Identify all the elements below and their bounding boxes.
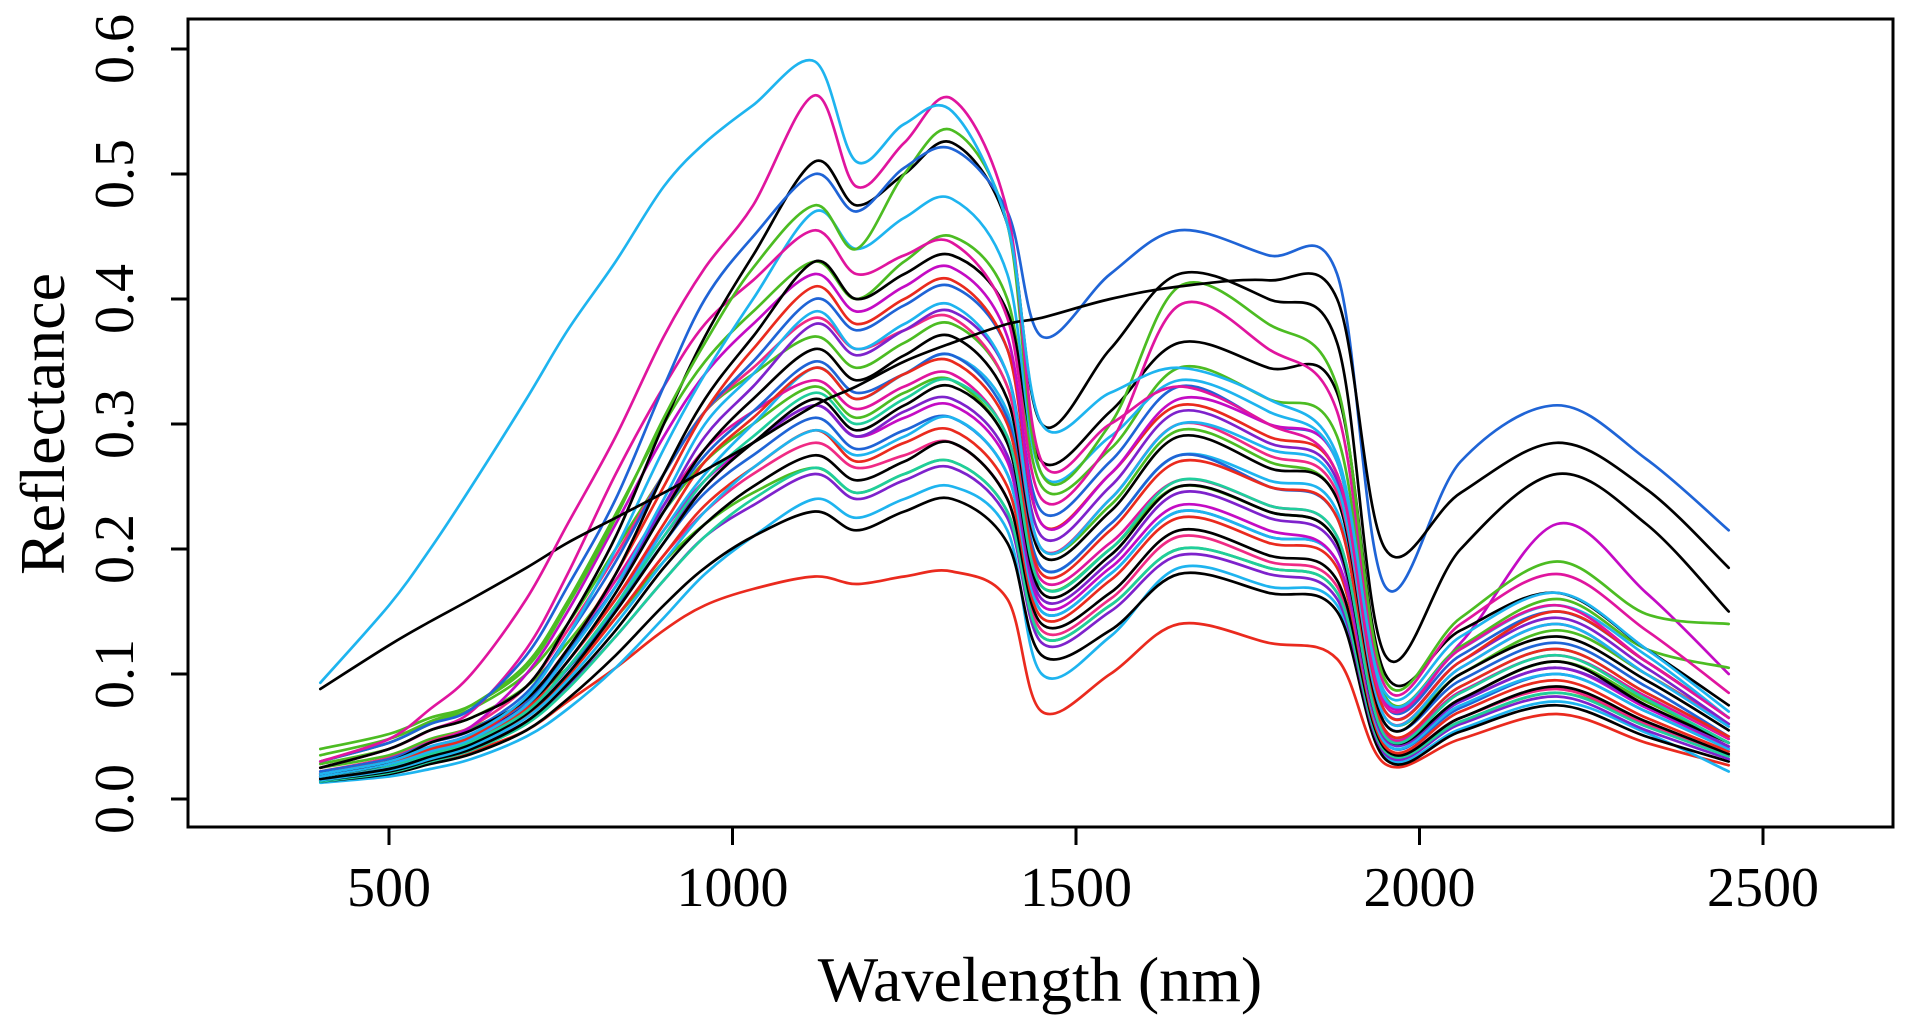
spectrum-37	[318, 93, 1731, 763]
spectrum-35	[318, 145, 1731, 763]
y-tick-label: 0.4	[84, 264, 146, 334]
x-tick-label: 2000	[1364, 857, 1476, 919]
spectrum-34	[318, 127, 1731, 751]
spectrum-38	[318, 58, 1731, 713]
spectrum-36	[318, 272, 1731, 691]
spectrum-10	[318, 427, 1731, 781]
x-tick-label: 1000	[677, 857, 789, 919]
spectra-lines-layer	[318, 58, 1731, 785]
axis-ticks-layer: 500 1000 1500 2000 2500 0.0 0.1 0.2 0.3 0.4 0.5 0.6	[84, 14, 1819, 919]
y-tick-label: 0.2	[84, 514, 146, 584]
y-tick-label: 0.3	[84, 389, 146, 459]
x-tick-label: 2500	[1707, 857, 1819, 919]
y-tick-label: 0.1	[84, 639, 146, 709]
spectrum-03	[318, 496, 1731, 783]
spectrum-31	[318, 195, 1731, 776]
y-axis-title: Reflectance	[7, 273, 78, 575]
spectrum-33	[318, 139, 1731, 770]
spectrum-07	[318, 458, 1731, 783]
y-tick-label: 0.5	[84, 139, 146, 209]
spectrum-20	[318, 377, 1731, 778]
x-axis-title: Wavelength (nm)	[818, 944, 1262, 1015]
spectrum-32	[318, 228, 1731, 770]
y-tick-label: 0.0	[84, 764, 146, 834]
spectrum-26	[318, 302, 1731, 778]
spectrum-22	[318, 333, 1731, 778]
spectrum-11	[318, 415, 1731, 782]
spectrum-08	[318, 440, 1731, 782]
spectrum-30	[318, 252, 1731, 776]
spectrum-02	[318, 483, 1731, 785]
x-tick-label: 500	[347, 857, 431, 919]
y-tick-label: 0.6	[84, 14, 146, 84]
x-tick-label: 1500	[1020, 857, 1132, 919]
